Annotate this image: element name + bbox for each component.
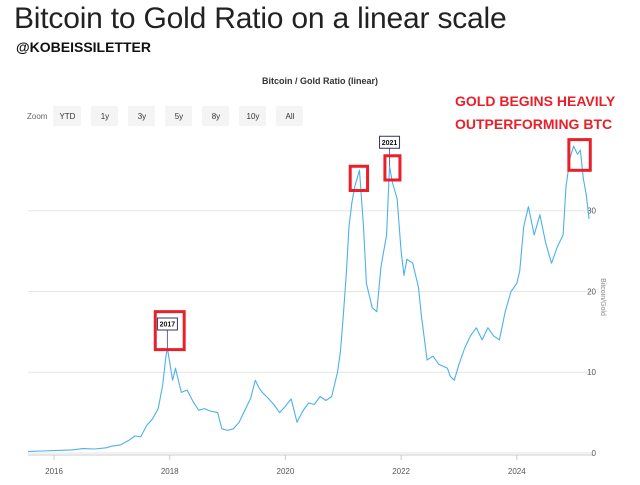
x-axis: 2016 2018 2020 2022 2024 [28, 454, 592, 476]
x-tick-label-2018: 2018 [161, 467, 179, 476]
flag-markers: 2017 2021 [156, 135, 401, 348]
flag-2021: 2021 [379, 135, 401, 167]
highlight-box-2021-late-peak [383, 154, 402, 182]
zoom-10y-button[interactable]: 10y [239, 106, 267, 126]
zoom-toolbar: Zoom YTD 1y 3y 5y 8y 10y All [27, 105, 313, 127]
highlight-box-2017-peak [153, 310, 186, 352]
zoom-ytd-button[interactable]: YTD [53, 106, 82, 126]
headline: Bitcoin to Gold Ratio on a linear scale [14, 2, 507, 35]
y-tick-label-20: 20 [587, 287, 596, 296]
y-tick-label-30: 30 [587, 207, 596, 216]
zoom-label: Zoom [27, 111, 48, 121]
highlight-boxes [153, 138, 592, 352]
zoom-1y-button[interactable]: 1y [91, 106, 119, 126]
highlight-box-2025-peak [567, 138, 592, 172]
y-tick-label-10: 10 [587, 368, 596, 377]
flag-label-2021: 2021 [382, 140, 398, 147]
zoom-5y-button[interactable]: 5y [165, 106, 193, 126]
grid-lines [28, 210, 592, 454]
annotation-text: GOLD BEGINS HEAVILY OUTPERFORMING BTC [455, 90, 635, 136]
chart-title: Bitcoin / Gold Ratio (linear) [261, 76, 378, 86]
x-tick-label-2024: 2024 [508, 467, 526, 476]
series-line-bitcoin-gold [27, 145, 590, 452]
y-axis: 0 10 20 30 [587, 207, 596, 458]
zoom-3y-button[interactable]: 3y [128, 106, 156, 126]
flag-2017: 2017 [156, 317, 178, 348]
highlight-box-2021-early-peak [348, 164, 370, 192]
y-axis-label: Bitcoin/Gold [599, 278, 606, 316]
x-tick-label-2022: 2022 [392, 467, 410, 476]
y-tick-label-0: 0 [592, 449, 597, 458]
annotation-line-2: OUTPERFORMING BTC [455, 116, 613, 132]
flag-box-2017 [156, 317, 178, 331]
flag-box-2021 [379, 135, 401, 149]
x-tick-label-2016: 2016 [45, 467, 63, 476]
x-tick-label-2020: 2020 [277, 467, 295, 476]
flag-label-2017: 2017 [160, 322, 176, 329]
zoom-8y-button[interactable]: 8y [202, 106, 230, 126]
annotation-line-1: GOLD BEGINS HEAVILY [455, 93, 616, 109]
author-handle: @KOBEISSILETTER [16, 39, 151, 55]
zoom-all-button[interactable]: All [276, 106, 304, 126]
